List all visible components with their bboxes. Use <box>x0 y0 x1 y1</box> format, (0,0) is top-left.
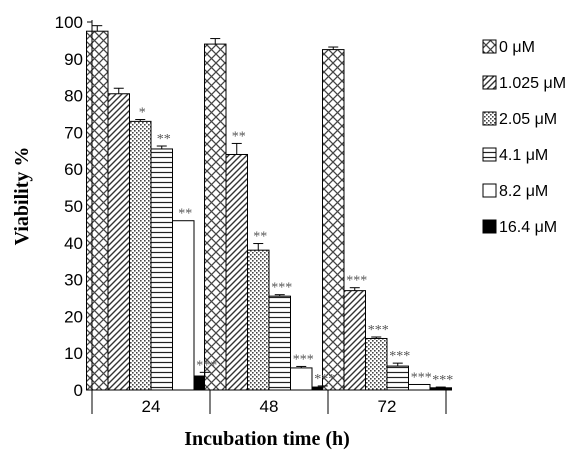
x-category-label: 48 <box>260 397 279 416</box>
x-category-label: 24 <box>142 397 161 416</box>
significance-label: *** <box>432 373 453 388</box>
significance-label: ** <box>178 207 192 222</box>
bar-series <box>86 30 452 391</box>
bar <box>150 148 173 391</box>
legend-label: 8.2 μM <box>499 183 548 200</box>
y-axis-title: Viability % <box>11 147 33 246</box>
y-tick-label: 60 <box>64 160 83 179</box>
legend-label: 16.4 μM <box>499 219 557 236</box>
significance-label: * <box>139 106 146 121</box>
y-tick-label: 50 <box>64 197 83 216</box>
significance-label: *** <box>368 323 389 338</box>
significance-label: *** <box>196 358 217 373</box>
bar <box>225 153 248 391</box>
y-tick-label: 70 <box>64 123 83 142</box>
legend-swatch <box>482 183 497 198</box>
significance-label: ** <box>232 129 246 144</box>
legend-swatch <box>482 219 497 234</box>
significance-label: *** <box>293 352 314 367</box>
legend-label: 0 μM <box>499 39 535 56</box>
bar <box>204 43 227 391</box>
significance-labels: ********************************* *** <box>139 106 454 389</box>
y-tick-label: 100 <box>55 13 83 32</box>
legend-swatch <box>482 39 497 54</box>
legend-label: 1.025 μM <box>499 75 566 92</box>
y-tick-label: 20 <box>64 307 83 326</box>
error-bars <box>92 25 446 388</box>
legend: 0 μM 1.025 μM 2.05 μM 4.1 μM 8.2 μM 16.4 μM <box>482 39 566 236</box>
legend-swatch <box>482 75 497 90</box>
y-tick-label: 90 <box>64 50 83 69</box>
x-axis-title: Incubation time (h) <box>184 428 350 450</box>
x-category-label: 72 <box>378 397 397 416</box>
significance-label: *** <box>314 372 335 387</box>
y-tick-label: 40 <box>64 234 83 253</box>
bar <box>86 30 109 391</box>
legend-label: 4.1 μM <box>499 147 548 164</box>
significance-label: *** <box>271 281 292 296</box>
bar <box>172 220 195 391</box>
bar <box>290 367 313 391</box>
legend-label: 2.05 μM <box>499 111 557 128</box>
bar <box>129 120 152 391</box>
y-tick-label: 0 <box>74 381 83 400</box>
significance-label: *** <box>389 349 410 364</box>
significance-label: *** <box>411 370 432 385</box>
significance-label: *** <box>346 274 367 289</box>
bar <box>247 249 270 391</box>
y-tick-label: 80 <box>64 87 83 106</box>
legend-swatch <box>482 111 497 126</box>
axes <box>91 20 447 414</box>
y-tick-label: 30 <box>64 271 83 290</box>
legend-swatch <box>482 147 497 162</box>
significance-label: ** <box>157 132 171 147</box>
y-tick-label: 10 <box>64 344 83 363</box>
bar <box>386 365 409 391</box>
x-axis-categories: 24 48 72 <box>142 397 397 416</box>
bar <box>268 295 291 391</box>
bar <box>365 337 388 391</box>
bar <box>322 49 345 391</box>
significance-label: ** <box>253 230 267 245</box>
bar <box>107 93 130 391</box>
bar <box>343 290 366 391</box>
